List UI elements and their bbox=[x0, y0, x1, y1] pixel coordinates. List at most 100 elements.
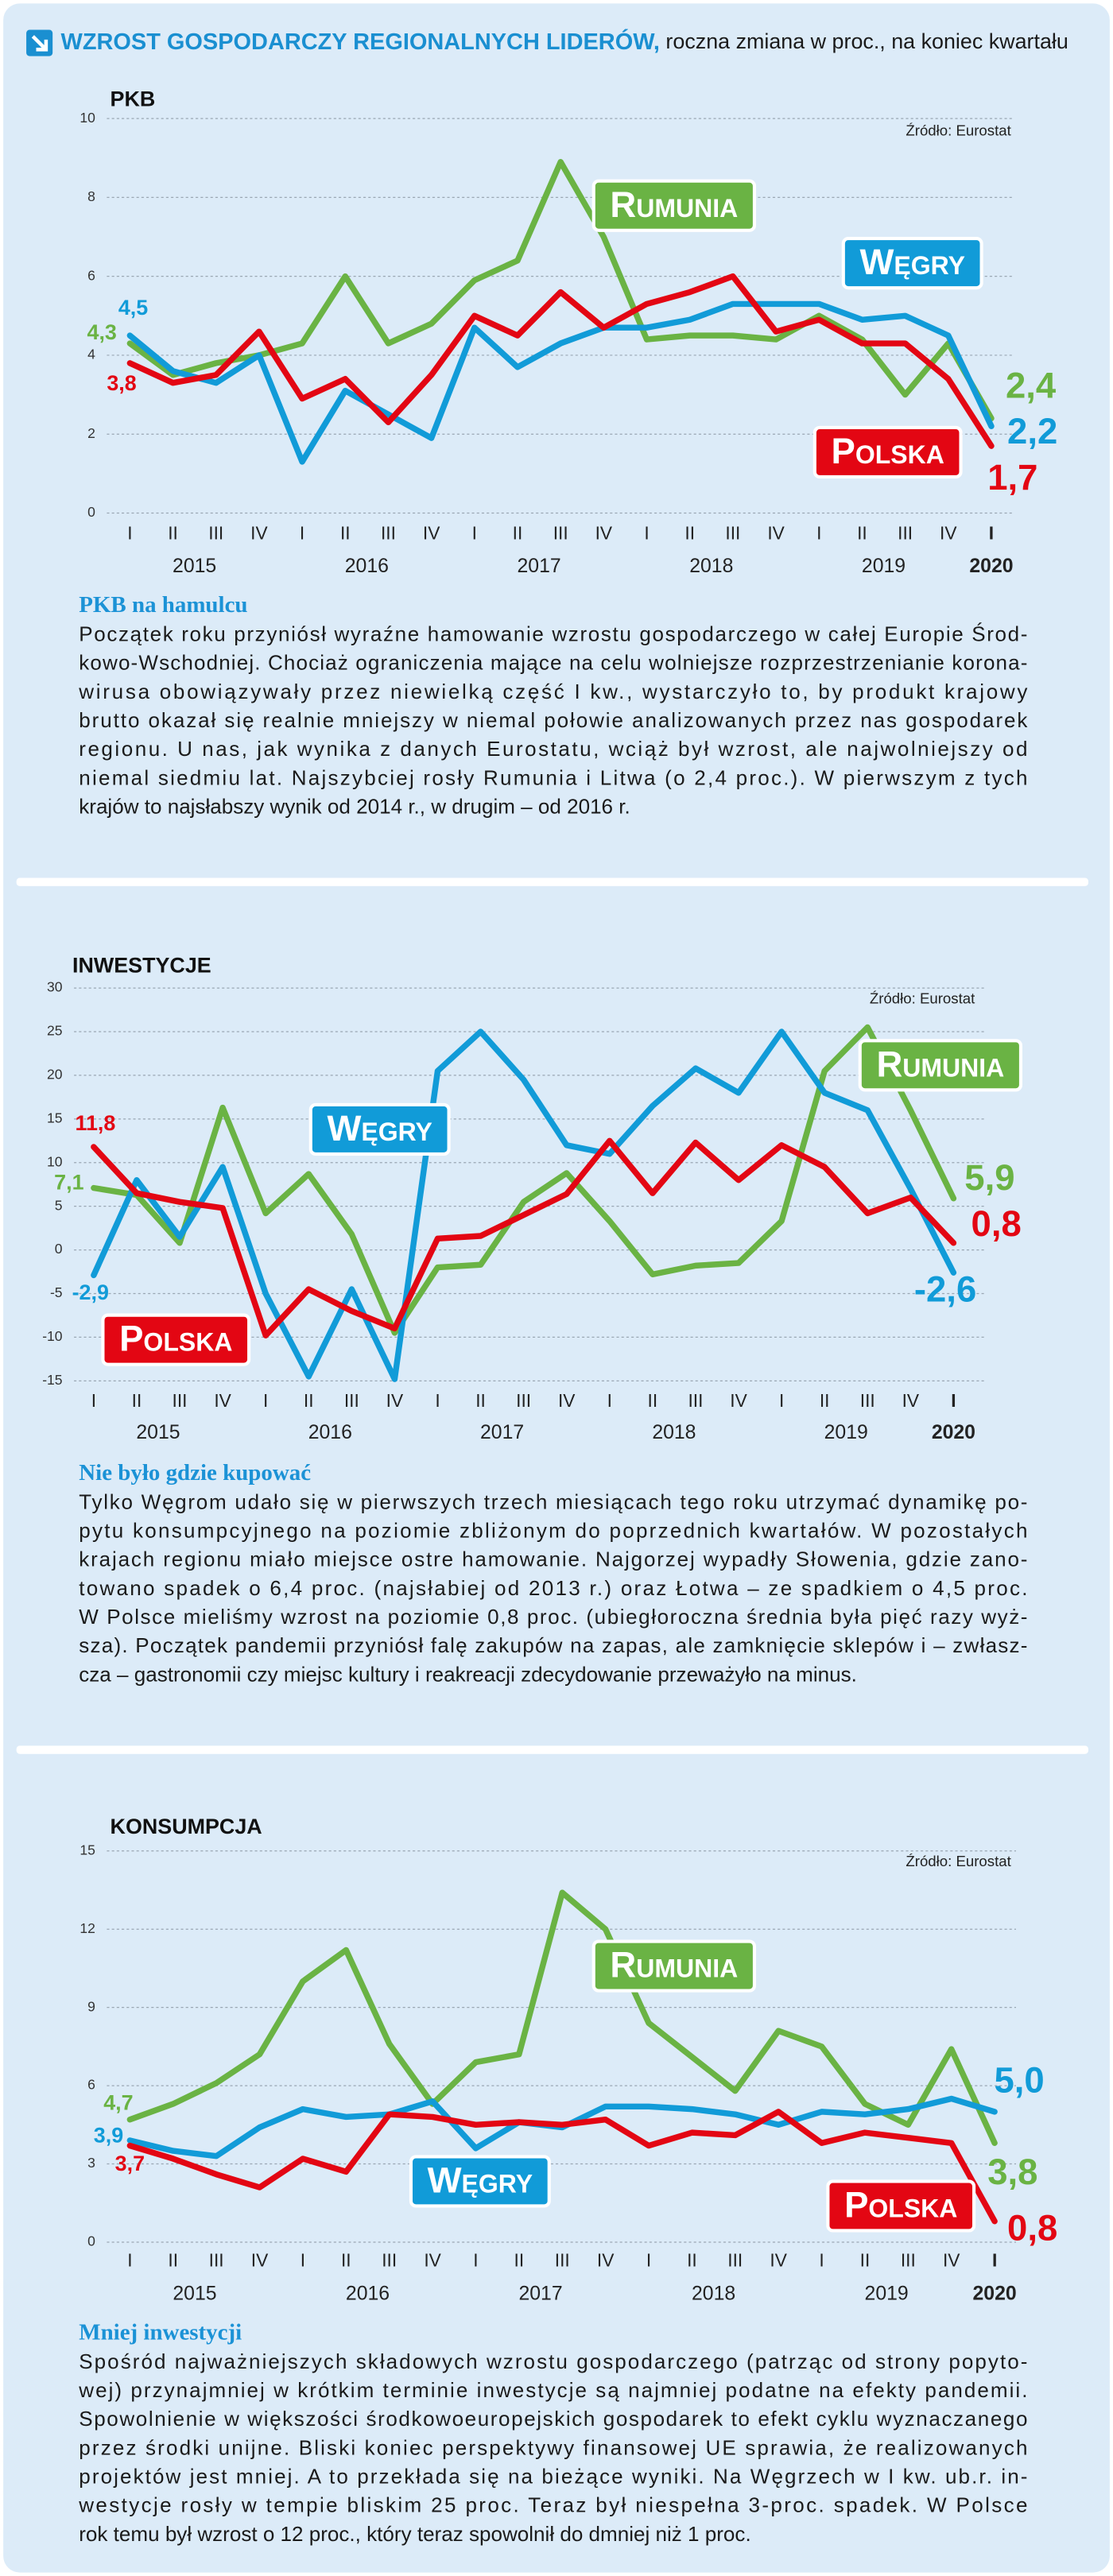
y-tick-label: 20 bbox=[47, 1067, 63, 1083]
y-tick-label: -10 bbox=[42, 1328, 63, 1344]
x-tick-label: III bbox=[382, 2250, 397, 2271]
legend-box-bg bbox=[101, 1313, 251, 1366]
y-tick-label: 15 bbox=[47, 1110, 63, 1125]
y-tick-label: -5 bbox=[50, 1284, 63, 1300]
legend-box-bg bbox=[591, 179, 757, 232]
x-tick-label: II bbox=[341, 2250, 351, 2271]
legend-box: Węgry bbox=[409, 2155, 551, 2208]
legend-box: Polska bbox=[812, 425, 963, 479]
legend-label: Polska bbox=[832, 431, 944, 471]
value-label: 11,8 bbox=[76, 1111, 116, 1135]
legend-label: Węgry bbox=[428, 2160, 533, 2201]
value-label: 5,0 bbox=[995, 2059, 1045, 2100]
x-tick-label: IV bbox=[770, 2250, 787, 2271]
x-tick-label: I bbox=[472, 522, 477, 543]
value-label: 7,1 bbox=[54, 1170, 83, 1194]
paragraph-line: sza). Początek pandemii przyniósł falę z… bbox=[79, 1633, 1027, 1657]
x-tick-label: I bbox=[819, 2250, 824, 2271]
x-tick-label: III bbox=[381, 522, 396, 543]
paragraph-line: brutto okazał się realnie mniejszy w nie… bbox=[79, 708, 1028, 732]
y-tick-label: 0 bbox=[87, 504, 95, 520]
y-tick-label: 6 bbox=[87, 2077, 95, 2093]
year-label: 2020 bbox=[932, 1422, 975, 1443]
x-tick-label: II bbox=[340, 522, 351, 543]
paragraph-line: pytu konsumpcyjnego na poziomie zbliżony… bbox=[79, 1518, 1027, 1542]
series-line bbox=[91, 1028, 957, 1382]
x-tick-label: III bbox=[208, 522, 223, 543]
section-heading: Nie było gdzie kupować bbox=[79, 1460, 311, 1486]
y-tick-label: 2 bbox=[87, 425, 95, 441]
x-tick-label: II bbox=[684, 522, 695, 543]
y-tick-label: 25 bbox=[47, 1023, 63, 1039]
legend-box-bg bbox=[409, 2155, 551, 2208]
source: Źródło: Eurostat bbox=[870, 990, 975, 1006]
value-label: 3,8 bbox=[107, 371, 136, 395]
legend-label: Rumunia bbox=[610, 1945, 738, 1985]
x-tick-label: IV bbox=[214, 1390, 231, 1411]
legend-label: Polska bbox=[844, 2185, 957, 2225]
value-label: 3,8 bbox=[987, 2152, 1037, 2192]
legend-box: Rumunia bbox=[858, 1039, 1023, 1092]
series-line bbox=[126, 273, 995, 449]
x-tick-label: II bbox=[168, 522, 178, 543]
paragraph-line: towano spadek o 6,4 proc. (najsłabiej od… bbox=[79, 1576, 1027, 1600]
x-tick-label: IV bbox=[424, 2250, 441, 2271]
legend-box-bg bbox=[841, 237, 983, 290]
year-label: 2018 bbox=[692, 2284, 735, 2305]
y-tick-label: 12 bbox=[80, 1920, 95, 1936]
legend-box: Rumunia bbox=[591, 179, 757, 232]
paragraph-line: Początek roku przyniósł wyraźne hamowani… bbox=[79, 622, 1027, 645]
x-tick-label: III bbox=[727, 2250, 743, 2271]
year-label: 2015 bbox=[173, 556, 216, 577]
series-line bbox=[126, 300, 995, 465]
x-tick-label: III bbox=[344, 1390, 359, 1411]
legend-box-bg bbox=[858, 1039, 1023, 1092]
year-label: 2015 bbox=[173, 2284, 216, 2305]
value-label: 5,9 bbox=[964, 1157, 1014, 1198]
x-tick-label: II bbox=[820, 1390, 830, 1411]
year-label: 2016 bbox=[308, 1422, 352, 1443]
year-label: 2016 bbox=[346, 2284, 390, 2305]
y-tick-label: 5 bbox=[55, 1197, 63, 1213]
x-tick-label: IV bbox=[250, 522, 268, 543]
x-tick-label: II bbox=[132, 1390, 142, 1411]
y-tick-label: 10 bbox=[80, 110, 95, 126]
paragraph-line: Spośród najważniejszych składowych wzros… bbox=[79, 2349, 1027, 2373]
value-label: 0,8 bbox=[1007, 2207, 1057, 2248]
section-heading: PKB na hamulcu bbox=[79, 592, 247, 618]
separator bbox=[16, 1745, 1088, 1754]
x-tick-label: III bbox=[725, 522, 740, 543]
series-line bbox=[91, 1137, 957, 1338]
section-heading: Mniej inwestycji bbox=[79, 2319, 242, 2345]
x-tick-label: II bbox=[304, 1390, 314, 1411]
paragraph-line: wej) przynajmniej w krótkim terminie inw… bbox=[78, 2378, 1027, 2402]
header-title: WZROST GOSPODARCZY REGIONALNYCH LIDERÓW, bbox=[61, 28, 660, 55]
paragraph-line: kowo-Wschodniej. Chociaż ograniczenia ma… bbox=[79, 651, 1027, 675]
paragraph-line: krajach regionu miało miejsce ostre hamo… bbox=[79, 1548, 1027, 1571]
year-label: 2019 bbox=[862, 556, 906, 577]
x-tick-label: IV bbox=[730, 1390, 747, 1411]
x-tick-label: II bbox=[475, 1390, 486, 1411]
legend-box: Rumunia bbox=[591, 1939, 757, 1993]
x-tick-label: IV bbox=[595, 522, 613, 543]
x-tick-label: III bbox=[860, 1390, 875, 1411]
y-tick-label: 3 bbox=[87, 2155, 95, 2171]
legend-box-bg bbox=[812, 425, 963, 479]
value-label: 4,7 bbox=[103, 2090, 133, 2114]
year-label: 2020 bbox=[973, 2284, 1017, 2305]
source: Źródło: Eurostat bbox=[906, 122, 1011, 139]
value-label: 4,3 bbox=[87, 320, 117, 344]
x-tick-label: III bbox=[173, 1390, 188, 1411]
paragraph-line: regionu. U nas, jak wynika z danych Euro… bbox=[79, 737, 1027, 761]
x-tick-label: IV bbox=[558, 1390, 576, 1411]
x-tick-label: II bbox=[168, 2250, 178, 2271]
header: WZROST GOSPODARCZY REGIONALNYCH LIDERÓW,… bbox=[61, 28, 1068, 55]
legend-label: Polska bbox=[119, 1319, 232, 1359]
y-tick-label: 15 bbox=[80, 1842, 95, 1857]
x-tick-label: I bbox=[91, 1390, 96, 1411]
x-tick-label: III bbox=[209, 2250, 224, 2271]
x-tick-label: II bbox=[857, 522, 867, 543]
x-tick-label: IV bbox=[940, 522, 957, 543]
y-tick-label: 0 bbox=[87, 2233, 95, 2249]
paragraph-line: krajów to najsłabszy wynik od 2014 r., w… bbox=[79, 795, 630, 819]
